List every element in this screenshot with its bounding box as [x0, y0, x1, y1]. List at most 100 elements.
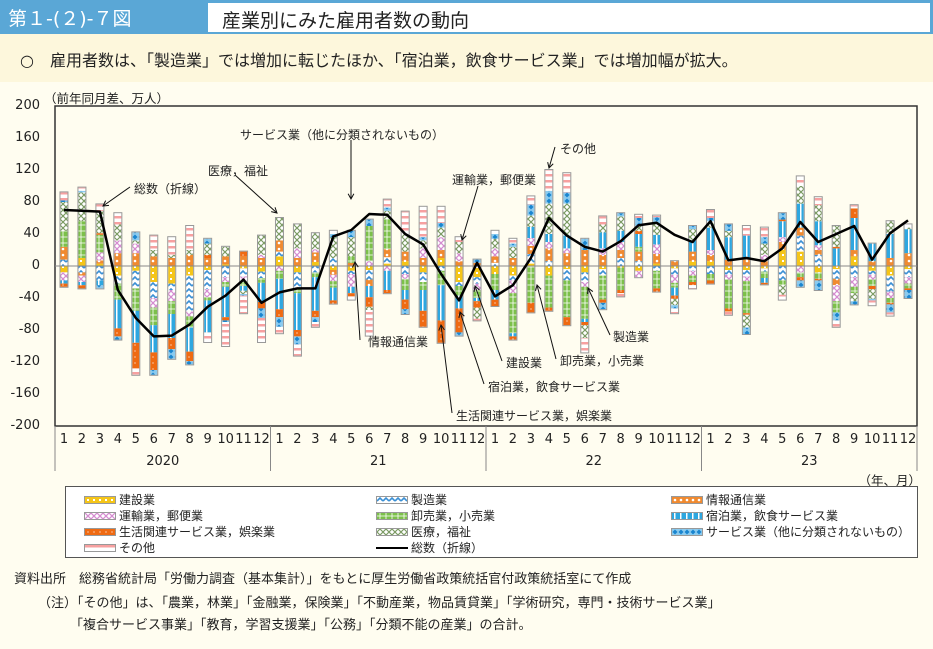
axes-layer	[54, 105, 918, 471]
bar-segment-construction	[527, 263, 535, 266]
bar-segment-construction	[904, 266, 912, 270]
bar-segment-transport	[455, 253, 463, 262]
bar-segment-wholesale_retail	[527, 266, 535, 303]
bar-segment-other_services	[635, 218, 643, 226]
bar-segment-living_services	[473, 301, 481, 308]
bar-segment-medical_welfare	[742, 314, 750, 328]
bar-segment-accommodation_food	[671, 287, 679, 296]
annotation-manufacturing: 製造業	[613, 330, 650, 344]
bar-segment-other_services	[437, 222, 445, 228]
figure-number: 第１-(２)-７図	[8, 8, 132, 30]
bar-segment-manufacturing	[706, 266, 714, 274]
bar-segment-accommodation_food	[778, 221, 786, 238]
y-axis-label: （前年同月差、万人）	[44, 91, 170, 106]
legend-swatch-icon	[84, 527, 116, 536]
bar-segment-information	[240, 256, 248, 266]
bar-stack-2022-2	[508, 237, 518, 341]
bar-segment-medical_welfare	[599, 224, 607, 233]
bar-segment-others	[96, 204, 104, 211]
bar-segment-accommodation_food	[886, 234, 894, 258]
bar-segment-accommodation_food	[186, 327, 194, 352]
bar-segment-construction	[258, 266, 266, 272]
bar-outline	[490, 229, 500, 307]
bar-segment-manufacturing	[599, 269, 607, 276]
bar-stack-2022-9	[634, 213, 644, 279]
bar-segment-others	[850, 205, 858, 209]
bar-segment-other_services	[222, 320, 230, 322]
annotation-living-services: 生活関連サービス業，娯楽業	[456, 409, 613, 423]
figure-title-box: 産業別にみた雇用者数の動向	[208, 3, 930, 32]
bar-segment-accommodation_food	[329, 287, 337, 301]
bar-segment-other_services	[204, 238, 212, 244]
bar-segment-manufacturing	[293, 272, 301, 289]
arrow-head-icon	[587, 287, 594, 295]
x-tick-label: 7	[814, 432, 823, 447]
bar-segment-information	[204, 258, 212, 266]
bar-outline	[472, 258, 482, 322]
x-tick-label: 11	[450, 432, 468, 447]
bar-segment-accommodation_food	[347, 286, 355, 294]
bar-segment-medical_welfare	[150, 250, 158, 257]
bar-segment-wholesale_retail	[293, 288, 301, 294]
x-tick-label: 5	[778, 432, 787, 447]
x-tick-label: 7	[167, 432, 176, 447]
bar-segment-manufacturing	[168, 283, 176, 290]
x-axis-label: （年、月）	[858, 473, 921, 488]
bar-outline	[131, 231, 141, 376]
x-tick-label: 3	[742, 432, 751, 447]
bar-segment-living_services	[150, 352, 158, 370]
bar-segment-information	[401, 251, 409, 262]
bar-segment-manufacturing	[96, 266, 104, 281]
bar-segment-others	[689, 285, 697, 289]
bar-segment-other_services	[545, 190, 553, 204]
bar-segment-information	[455, 261, 463, 266]
x-tick-label: 12	[253, 432, 270, 447]
legend-swatch-icon	[671, 527, 703, 536]
bars-layer	[59, 169, 913, 376]
legend-swatch-icon	[376, 511, 408, 520]
bar-segment-other_services	[742, 327, 750, 334]
bar-segment-accommodation_food	[258, 282, 266, 302]
bar-segment-information	[114, 253, 122, 266]
bar-segment-transport	[796, 266, 804, 273]
bar-segment-wholesale_retail	[419, 282, 427, 290]
bar-segment-others	[832, 320, 840, 327]
bar-segment-living_services	[437, 320, 445, 343]
bar-segment-living_services	[240, 251, 248, 257]
bar-segment-information	[724, 259, 732, 266]
bar-segment-construction	[78, 258, 86, 266]
bar-segment-construction	[814, 266, 822, 273]
bar-segment-manufacturing	[455, 282, 463, 286]
arrow-head-icon	[473, 285, 480, 293]
bar-stack-2020-12	[257, 234, 267, 344]
bar-segment-construction	[293, 266, 301, 273]
legend-item-transport: 運輸業，郵便業	[84, 507, 203, 524]
bar-segment-accommodation_food	[545, 234, 553, 242]
bar-segment-other_services	[904, 290, 912, 298]
bar-segment-medical_welfare	[527, 215, 535, 227]
bar-segment-accommodation_food	[617, 230, 625, 242]
bar-segment-others	[599, 216, 607, 225]
bar-segment-others	[886, 312, 894, 316]
x-tick-label: 2	[508, 432, 518, 447]
bar-segment-information	[904, 253, 912, 266]
bar-segment-construction	[455, 266, 463, 282]
bar-outline	[418, 205, 428, 328]
bar-stack-2020-10	[221, 245, 231, 347]
bar-segment-construction	[473, 266, 481, 278]
bar-segment-transport	[742, 276, 750, 282]
bar-segment-wholesale_retail	[186, 316, 194, 328]
bar-outline	[544, 169, 554, 312]
bar-segment-others	[437, 206, 445, 223]
bar-segment-transport	[419, 248, 427, 258]
bar-segment-other_services	[796, 280, 804, 287]
bar-segment-other_services	[671, 305, 679, 309]
bar-segment-transport	[886, 291, 894, 298]
bar-segment-others	[240, 295, 248, 314]
bar-segment-transport	[293, 248, 301, 258]
bar-segment-accommodation_food	[311, 277, 319, 311]
bar-segment-accommodation_food	[365, 286, 373, 298]
bar-segment-transport	[365, 261, 373, 266]
x-tick-label: 10	[217, 432, 234, 447]
bar-segment-accommodation_food	[868, 243, 876, 262]
